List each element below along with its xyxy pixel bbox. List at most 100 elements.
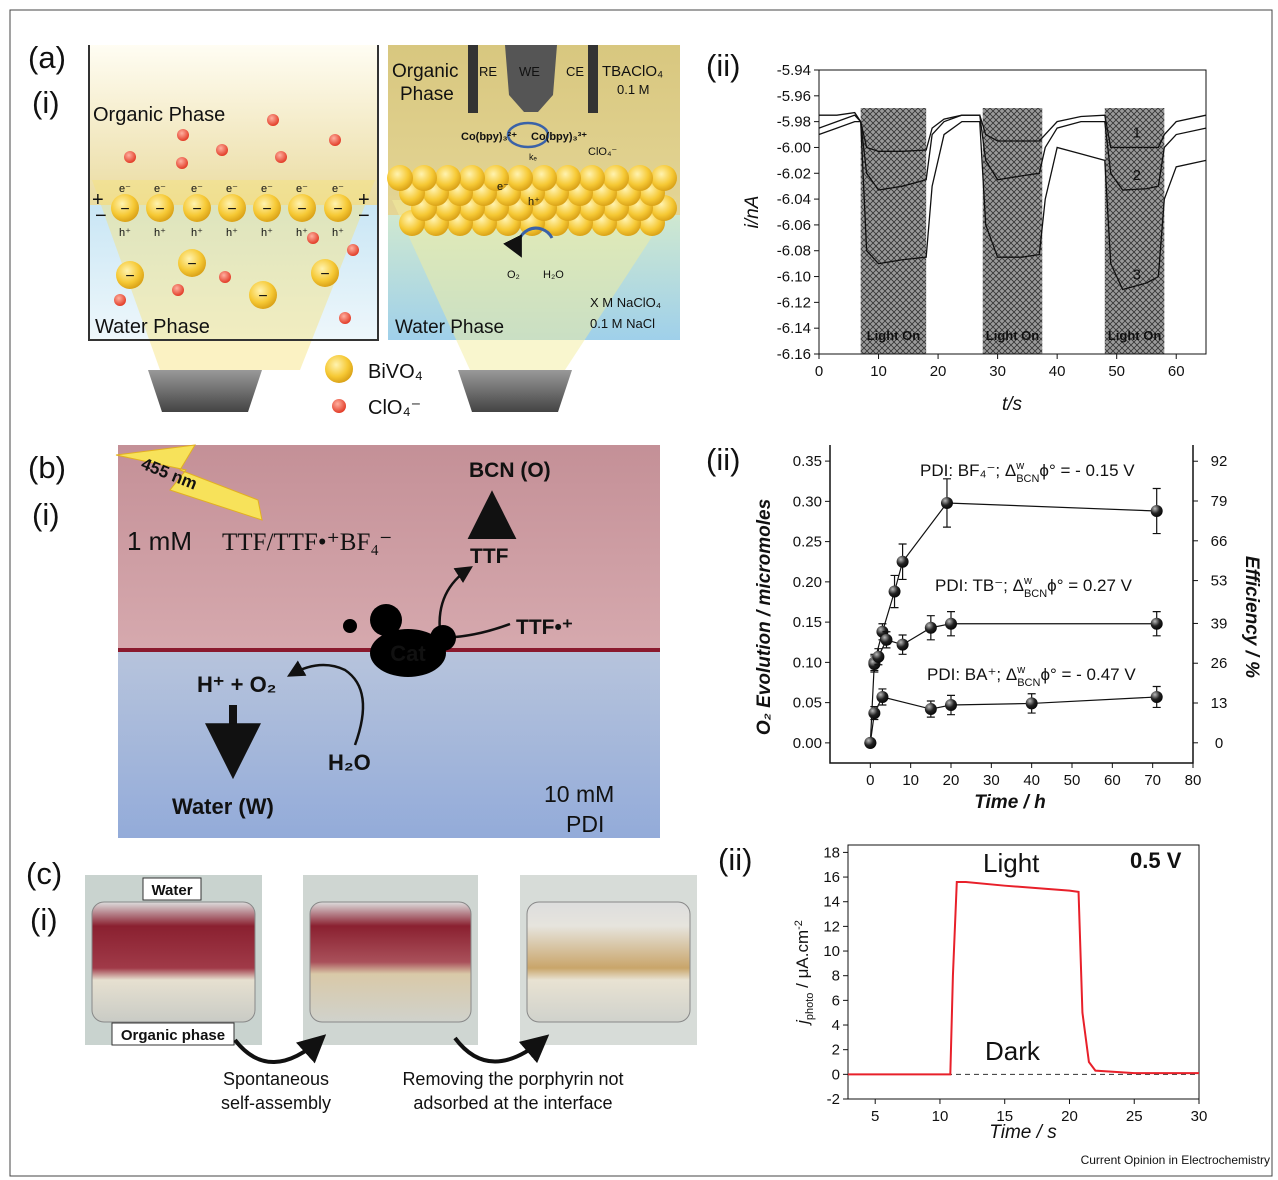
y-tick-label: -6.06 xyxy=(777,217,811,234)
y-tick-label: 0 xyxy=(832,1066,840,1083)
electrode-label: RE xyxy=(479,64,497,79)
catalyst: Cat xyxy=(390,641,426,666)
x-tick-label: 0 xyxy=(866,772,874,789)
carrier: h⁺ xyxy=(261,227,273,239)
phase-label: Organic Phase xyxy=(93,104,225,126)
photo-label: Water xyxy=(151,882,192,899)
y-tick-label: 0.35 xyxy=(793,453,822,470)
data-point xyxy=(941,497,953,509)
electrolyte-conc: 0.1 M xyxy=(617,82,650,97)
annotation-part: BCN xyxy=(1017,677,1040,689)
electrolyte: PDI xyxy=(566,811,604,837)
y-axis-label: i/nA xyxy=(742,196,763,229)
ion xyxy=(267,114,279,126)
data-point xyxy=(925,622,937,634)
annotation-part: ϕ° = 0.27 V xyxy=(1047,576,1133,595)
species: Co(bpy)₃²⁺ xyxy=(461,131,517,143)
carrier: h⁺ xyxy=(191,227,203,239)
ion xyxy=(176,157,188,169)
redox-couple: TTF/TTF•⁺BF₄⁻ xyxy=(222,529,392,556)
region-label: Light On xyxy=(867,328,920,343)
annotation-part: ϕ° = - 0.15 V xyxy=(1039,461,1135,480)
annotation: Dark xyxy=(985,1036,1041,1066)
y-tick-label: 14 xyxy=(823,894,840,911)
species: O₂ xyxy=(507,269,520,281)
x-axis-label: Time / h xyxy=(974,792,1045,813)
y2-axis-label: Efficiency / % xyxy=(1241,556,1262,678)
step-text: Removing the porphyrin not xyxy=(402,1069,623,1089)
dish xyxy=(92,902,255,1022)
data-point xyxy=(925,703,937,715)
panel-label: (ii) xyxy=(718,842,752,877)
x-tick-label: 10 xyxy=(932,1108,949,1125)
light-region xyxy=(983,108,1043,354)
region-label: Light On xyxy=(1108,328,1161,343)
legend-marker xyxy=(325,355,353,383)
y2-tick-label: 0 xyxy=(1215,735,1223,752)
footer: Current Opinion in Electrochemistry xyxy=(1081,1153,1270,1167)
x-tick-label: 30 xyxy=(989,363,1006,380)
lamp xyxy=(148,370,262,412)
particle xyxy=(531,165,557,191)
annotation-part: BCN xyxy=(1024,588,1047,600)
charge: − xyxy=(358,205,370,227)
ion xyxy=(219,271,231,283)
species: H₂O xyxy=(543,269,564,281)
x-tick-label: 50 xyxy=(1064,772,1081,789)
y-tick-label: 12 xyxy=(823,918,840,935)
y-tick-label: -6.14 xyxy=(777,320,811,337)
data-point xyxy=(880,634,892,646)
y-tick-label: -5.98 xyxy=(777,114,811,131)
annotation-part: w xyxy=(1015,460,1024,472)
y-tick-label: -6.00 xyxy=(777,139,811,156)
figure: (a) (i) (ii) (b) (i) (ii) (c) (i) (ii) O… xyxy=(0,0,1278,1180)
photo-label: Organic phase xyxy=(121,1027,225,1044)
carrier: e⁻ xyxy=(332,183,344,195)
light-region xyxy=(861,108,926,354)
schematic-b: 455 nm BCN (O) 1 mM TTF/TTF•⁺BF₄⁻ TTF TT… xyxy=(116,445,660,838)
ion xyxy=(339,312,351,324)
charge: − xyxy=(125,268,134,285)
light-region xyxy=(1105,108,1165,354)
charge: − xyxy=(155,201,164,218)
particle xyxy=(603,165,629,191)
y-tick-label: -6.12 xyxy=(777,294,811,311)
electrode-label: WE xyxy=(519,64,540,79)
particle xyxy=(555,165,581,191)
x-tick-label: 50 xyxy=(1108,363,1125,380)
phase-label: BCN (O) xyxy=(469,459,551,482)
annotation-part: BCN xyxy=(1016,473,1039,485)
carrier: h⁺ xyxy=(332,227,344,239)
x-tick-label: 70 xyxy=(1144,772,1161,789)
carrier: e⁻ xyxy=(226,183,238,195)
electrolyte: TBAClO₄ xyxy=(602,63,663,80)
charge: − xyxy=(120,201,129,218)
x-tick-label: 10 xyxy=(870,363,887,380)
ion xyxy=(216,144,228,156)
y-tick-label: -6.10 xyxy=(777,269,811,286)
dish xyxy=(310,902,471,1022)
step-text: Spontaneous xyxy=(223,1069,329,1089)
annotation: Light xyxy=(983,848,1040,878)
x-tick-label: 5 xyxy=(871,1108,879,1125)
photos: Water Organic phase Spontaneous self-ass… xyxy=(85,875,697,1113)
phase-label: Water (W) xyxy=(172,794,274,819)
annotation-part: PDI: BA⁺; Δ xyxy=(927,665,1017,684)
data-point xyxy=(945,699,957,711)
y2-tick-label: 66 xyxy=(1211,533,1228,550)
species: TTF xyxy=(470,545,509,568)
electrode-label: CE xyxy=(566,64,584,79)
y-tick-label: 0.10 xyxy=(793,654,822,671)
x-tick-label: 30 xyxy=(983,772,1000,789)
phase-label: Water Phase xyxy=(395,317,504,338)
particle xyxy=(459,165,485,191)
y-tick-label: 8 xyxy=(832,968,840,985)
panel-label: (b) xyxy=(28,450,66,485)
y2-tick-label: 26 xyxy=(1211,655,1228,672)
ion xyxy=(329,134,341,146)
annotation-part: PDI: TB⁻; Δ xyxy=(935,576,1024,595)
data-point xyxy=(889,586,901,598)
data-point xyxy=(945,618,957,630)
annotation-part: w xyxy=(1016,664,1025,676)
